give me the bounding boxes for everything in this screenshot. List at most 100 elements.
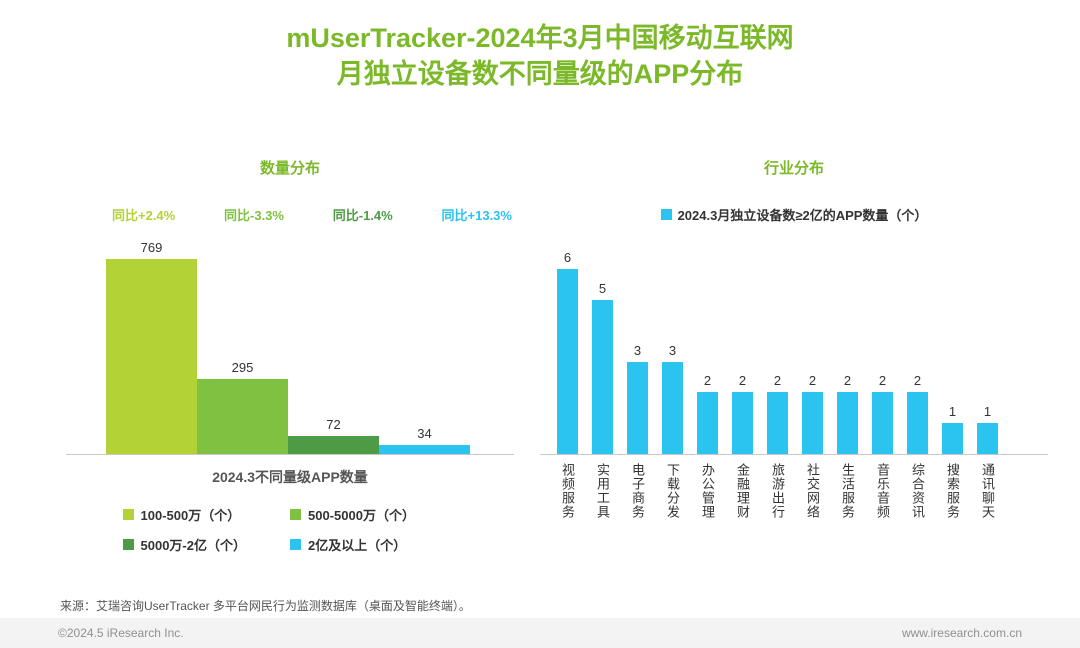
category-label: 办公管理 xyxy=(700,463,715,519)
category-label: 下载分发 xyxy=(665,463,680,519)
bar-value-label: 2 xyxy=(913,373,922,389)
left-chart-title: 数量分布 xyxy=(259,160,320,177)
category-label-cell: 旅游出行 xyxy=(760,463,795,519)
bar-value-label: 295 xyxy=(231,360,254,376)
legend-swatch xyxy=(290,509,301,520)
category-label-cell: 音乐音频 xyxy=(865,463,900,519)
category-label-cell: 生活服务 xyxy=(830,463,865,519)
bar-column: 2 xyxy=(760,373,795,454)
bar xyxy=(627,361,648,454)
left-x-axis-line xyxy=(66,454,514,455)
yoy-label: 同比-3.3% xyxy=(224,208,284,223)
yoy-label: 同比-1.4% xyxy=(332,208,393,223)
legend-label: 2024.3月独立设备数≥2亿的APP数量（个） xyxy=(677,207,928,223)
category-label-cell: 实用工具 xyxy=(585,463,620,519)
category-label: 综合资讯 xyxy=(910,463,925,519)
left-chart-legend: 100-500万（个） 500-5000万（个） 5000万-2亿（个） 2亿及以上（… xyxy=(122,505,458,554)
left-bar-chart: 769 295 72 34 xyxy=(60,229,520,454)
bar xyxy=(977,423,998,454)
right-x-axis-line xyxy=(540,454,1048,455)
legend-swatch xyxy=(122,539,134,550)
category-label: 通讯聊天 xyxy=(980,463,995,519)
bar-value-label: 3 xyxy=(633,342,642,358)
bar-value-label: 5 xyxy=(598,280,607,296)
category-label-cell: 电子商务 xyxy=(620,463,655,519)
category-label: 金融理财 xyxy=(735,463,750,519)
category-label: 旅游出行 xyxy=(770,463,785,519)
bar xyxy=(907,392,928,454)
bar xyxy=(106,259,197,454)
source-note: 来源：艾瑞咨询UserTracker 多平台网民行为监测数据库（桌面及智能终端）… xyxy=(60,599,471,613)
bar xyxy=(557,269,578,454)
bar-column: 1 xyxy=(970,404,1005,454)
page-title: mUserTracker-2024年3月中国移动互联网 月独立设备数不同量级的A… xyxy=(0,20,1080,93)
bar-column: 769 xyxy=(106,240,197,454)
bar-column: 2 xyxy=(830,373,865,454)
bar-column: 3 xyxy=(655,343,690,454)
category-label-cell: 社交网络 xyxy=(795,463,830,519)
legend-label: 500-5000万（个） xyxy=(308,508,415,523)
category-label: 社交网络 xyxy=(805,463,820,519)
category-label: 视频服务 xyxy=(560,463,575,519)
legend-label: 2亿及以上（个） xyxy=(308,538,407,553)
bar-value-label: 2 xyxy=(843,373,852,389)
bar xyxy=(697,392,718,454)
bar xyxy=(288,435,379,454)
category-label-cell: 综合资讯 xyxy=(900,463,935,519)
bar-column: 34 xyxy=(379,426,470,454)
legend-swatch xyxy=(290,539,301,550)
legend-label: 5000万-2亿（个） xyxy=(140,538,246,553)
legend-item: 2亿及以上（个） xyxy=(290,535,458,554)
bar-value-label: 2 xyxy=(773,373,782,389)
right-chart-legend: 2024.3月独立设备数≥2亿的APP数量（个） xyxy=(538,205,1050,223)
bar-column: 2 xyxy=(690,373,725,454)
bar-column: 5 xyxy=(585,281,620,454)
bar-column: 2 xyxy=(795,373,830,454)
bar xyxy=(767,392,788,454)
bar-column: 6 xyxy=(550,250,585,454)
legend-label: 100-500万（个） xyxy=(140,508,241,523)
yoy-labels-row: 同比+2.4% 同比-3.3% 同比-1.4% 同比+13.3% xyxy=(60,205,520,223)
bar xyxy=(379,445,470,454)
bar-column: 2 xyxy=(725,373,760,454)
bar xyxy=(837,392,858,454)
right-chart-section: 行业分布 2024.3月独立设备数≥2亿的APP数量（个） 6 5 3 3 2 2 2 2 2 2… xyxy=(538,157,1050,519)
bar-column: 2 xyxy=(865,373,900,454)
bar-value-label: 2 xyxy=(738,373,747,389)
category-label-cell: 金融理财 xyxy=(725,463,760,519)
bar xyxy=(732,392,753,454)
bar-value-label: 6 xyxy=(563,250,572,265)
website-text: www.iresearch.com.cn xyxy=(901,626,1022,640)
legend-item: 500-5000万（个） xyxy=(290,505,458,524)
legend-item: 100-500万（个） xyxy=(122,505,291,524)
bar-value-label: 1 xyxy=(948,404,957,420)
category-label: 音乐音频 xyxy=(875,463,890,519)
copyright-text: ©2024.5 iResearch Inc. xyxy=(58,626,184,640)
bar-column: 1 xyxy=(935,404,970,454)
bar xyxy=(197,379,288,454)
category-label-cell: 视频服务 xyxy=(550,463,585,519)
bar-value-label: 2 xyxy=(808,373,817,389)
right-category-labels: 视频服务 实用工具 电子商务 下载分发 办公管理 金融理财 旅游出行 社交网络 生活服务 音乐音频… xyxy=(538,463,1050,519)
bar xyxy=(942,423,963,454)
bar-value-label: 1 xyxy=(983,404,992,420)
bar xyxy=(662,361,683,454)
yoy-label: 同比+13.3% xyxy=(441,208,512,223)
category-label: 搜索服务 xyxy=(945,463,960,519)
bar-value-label: 2 xyxy=(878,373,887,389)
category-label-cell: 下载分发 xyxy=(655,463,690,519)
category-label: 实用工具 xyxy=(595,463,610,519)
legend-swatch xyxy=(660,208,672,220)
left-x-axis-label: 2024.3不同量级APP数量 xyxy=(212,469,368,485)
bar-value-label: 2 xyxy=(703,373,712,389)
category-label: 生活服务 xyxy=(840,463,855,519)
yoy-label: 同比+2.4% xyxy=(112,208,176,223)
bar xyxy=(802,392,823,454)
legend-swatch xyxy=(122,509,134,520)
page-title-line1: mUserTracker-2024年3月中国移动互联网 xyxy=(286,23,794,53)
bar-column: 295 xyxy=(197,360,288,454)
left-chart-section: 数量分布 同比+2.4% 同比-3.3% 同比-1.4% 同比+13.3% 769 29… xyxy=(60,157,520,554)
page-title-line2: 月独立设备数不同量级的APP分布 xyxy=(336,59,744,90)
category-label: 电子商务 xyxy=(630,463,645,519)
